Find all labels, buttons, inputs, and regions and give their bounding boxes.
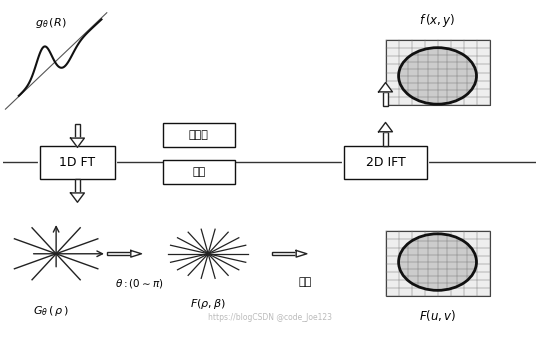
- Text: https://blogCSDN @code_Joe123: https://blogCSDN @code_Joe123: [208, 313, 331, 322]
- Text: 1D FT: 1D FT: [59, 156, 95, 169]
- Bar: [74, 179, 80, 193]
- Text: 频域: 频域: [192, 167, 205, 177]
- Bar: [385, 40, 489, 105]
- Bar: [385, 231, 489, 296]
- Bar: [383, 132, 389, 146]
- Bar: [163, 123, 235, 147]
- Polygon shape: [71, 138, 85, 147]
- Text: 插值: 插值: [299, 277, 312, 287]
- Polygon shape: [131, 250, 141, 257]
- Polygon shape: [378, 122, 392, 132]
- Text: 2D IFT: 2D IFT: [365, 156, 405, 169]
- Bar: [40, 146, 115, 179]
- Polygon shape: [378, 82, 392, 92]
- Text: $g_{\theta}\,(R)$: $g_{\theta}\,(R)$: [35, 16, 66, 30]
- Bar: [74, 124, 80, 138]
- Ellipse shape: [399, 48, 476, 104]
- Polygon shape: [296, 250, 307, 257]
- Bar: [344, 146, 427, 179]
- Text: $F(u,v)$: $F(u,v)$: [419, 308, 456, 323]
- Bar: [272, 252, 296, 255]
- Text: $f\,(x,y)$: $f\,(x,y)$: [419, 11, 455, 28]
- Ellipse shape: [399, 234, 476, 290]
- Bar: [383, 92, 389, 106]
- Bar: [107, 252, 131, 255]
- Bar: [163, 160, 235, 184]
- Text: $F(\rho,\beta)$: $F(\rho,\beta)$: [190, 297, 226, 311]
- Text: $\theta:(0\sim\pi)$: $\theta:(0\sim\pi)$: [115, 277, 163, 290]
- Text: 空间域: 空间域: [189, 130, 209, 140]
- Text: $G_{\theta}\,(\,\rho\,)$: $G_{\theta}\,(\,\rho\,)$: [33, 304, 69, 318]
- Polygon shape: [71, 193, 85, 202]
